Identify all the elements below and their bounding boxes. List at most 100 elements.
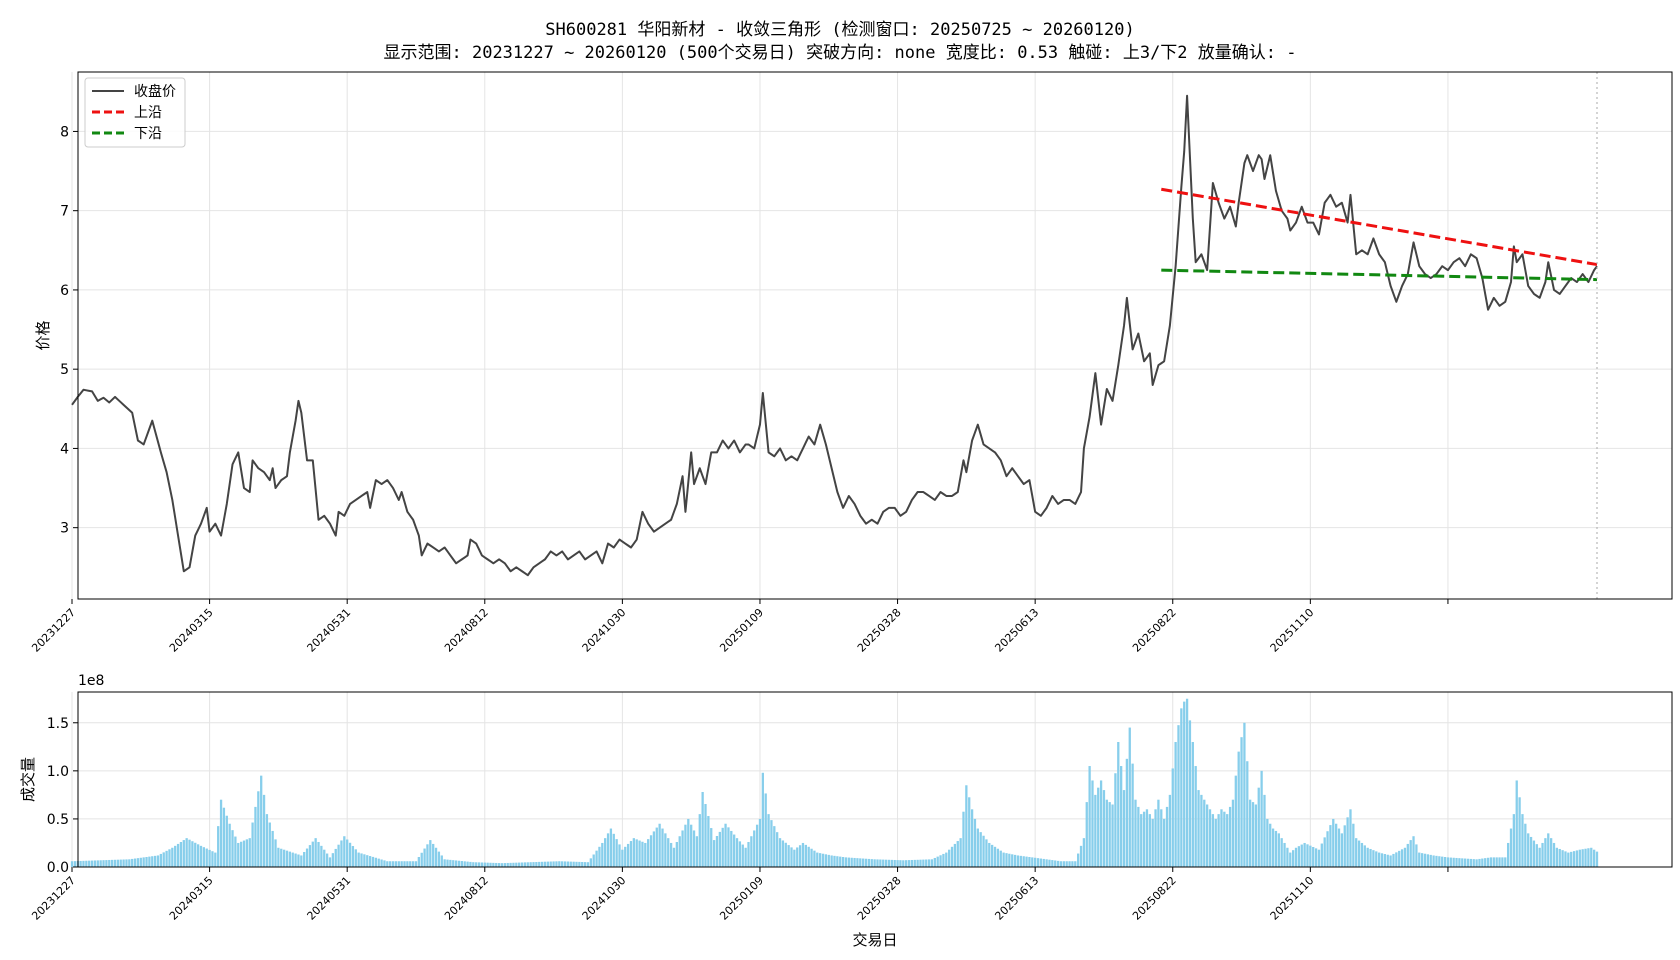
close-price-line [71,94,1598,577]
volume-bar [1498,857,1501,867]
volume-bar [807,846,810,867]
volume-bar [1263,794,1266,867]
volume-bar [308,845,312,867]
volume-bar [1309,845,1312,867]
volume-bar [1157,799,1160,867]
price-xtick-label-3: 20240812 [442,606,491,655]
volume-bar [910,859,914,867]
volume-bar [417,857,420,867]
volume-bar [1478,858,1481,867]
volume-bar [847,857,850,867]
volume-bar [830,855,833,867]
volume-bar [833,855,836,867]
volume-bar [612,833,615,867]
volume-bar [999,850,1002,867]
volume-bar [303,852,306,867]
volume-bar [217,826,220,867]
volume-bar [196,844,200,867]
volume-bar [655,827,658,867]
volume-bar [1125,758,1129,867]
volume-bar [956,841,959,867]
volume-bar [374,857,377,867]
volume-bar [778,838,782,867]
volume-bar [1240,737,1243,867]
volume-bar [1217,814,1220,867]
volume-bar [1059,861,1063,867]
volume-bar [879,859,882,867]
volume-bar [601,842,604,867]
volume-bar [867,858,871,867]
volume-bar [366,855,369,867]
volume-bar [1034,857,1037,867]
price-xtick-label-9: 20251110 [1268,606,1317,655]
volume-bar [82,860,85,867]
volume-bar [741,844,744,867]
volume-bar [1228,806,1232,867]
volume-bar [1045,859,1048,867]
volume-bar [337,844,340,867]
x-axis-title: 交易日 [852,931,897,949]
volume-bar [755,824,759,867]
volume-bar [1249,799,1252,867]
volume-bar [368,856,372,867]
volume-panel: 0.0 0.5 1.0 1.5 20231227 20240315 20240531 2024… [29,691,1673,923]
volume-bar [538,861,541,867]
volume-bar [1372,850,1375,867]
volume-bar [1590,847,1593,867]
volume-bar [162,852,165,867]
volume-bar [1197,790,1200,867]
volume-bar [647,839,650,867]
volume-bar [526,862,529,867]
volume-bar [1587,848,1590,867]
volume-bar [1277,833,1280,867]
volume-bar [469,861,472,867]
volume-bar [1114,773,1117,867]
vol-xtick-label-6: 20250328 [855,874,904,923]
volume-bar [595,850,598,867]
volume-bar [1532,840,1536,867]
volume-bar [394,861,398,867]
volume-bar [1512,814,1516,867]
volume-bar [222,807,226,867]
volume-bar [824,854,828,867]
volume-bar [1269,823,1272,867]
volume-bar [1515,780,1518,867]
vol-xtick-label-4: 20241030 [580,874,629,923]
volume-bar [397,861,400,867]
volume-bar [715,835,719,867]
volume-bar [1145,809,1149,867]
volume-bar [535,862,538,867]
volume-bar [850,857,853,867]
price-ytick-label-5: 8 [60,124,69,140]
volume-bar [1191,742,1194,867]
volume-bar [629,841,633,867]
volume-bar [515,862,518,867]
volume-bar [297,854,300,867]
volume-bar [1102,790,1106,867]
volume-bar [575,861,578,867]
volume-bar [1160,809,1163,867]
volume-bar [1177,725,1180,867]
volume-bar [211,851,214,867]
volume-bar [1340,833,1344,867]
volume-bar [624,846,627,867]
volume-bar [609,828,613,867]
volume-bar [876,859,879,867]
volume-bar [1547,833,1550,867]
volume-bar [248,838,251,867]
volume-bar [936,856,939,867]
volume-bar [698,814,701,867]
volume-bar [948,849,951,867]
volume-bar [391,861,395,867]
volume-bar [1466,858,1470,867]
volume-bar [1544,838,1547,867]
volume-bar [125,859,128,867]
volume-bar [993,846,997,867]
volume-bar [460,861,463,867]
volume-bar [1062,861,1065,867]
volume-bar [1180,708,1183,867]
volume-bar [108,859,111,867]
volume-bar [566,861,570,867]
volume-bar [389,861,392,867]
